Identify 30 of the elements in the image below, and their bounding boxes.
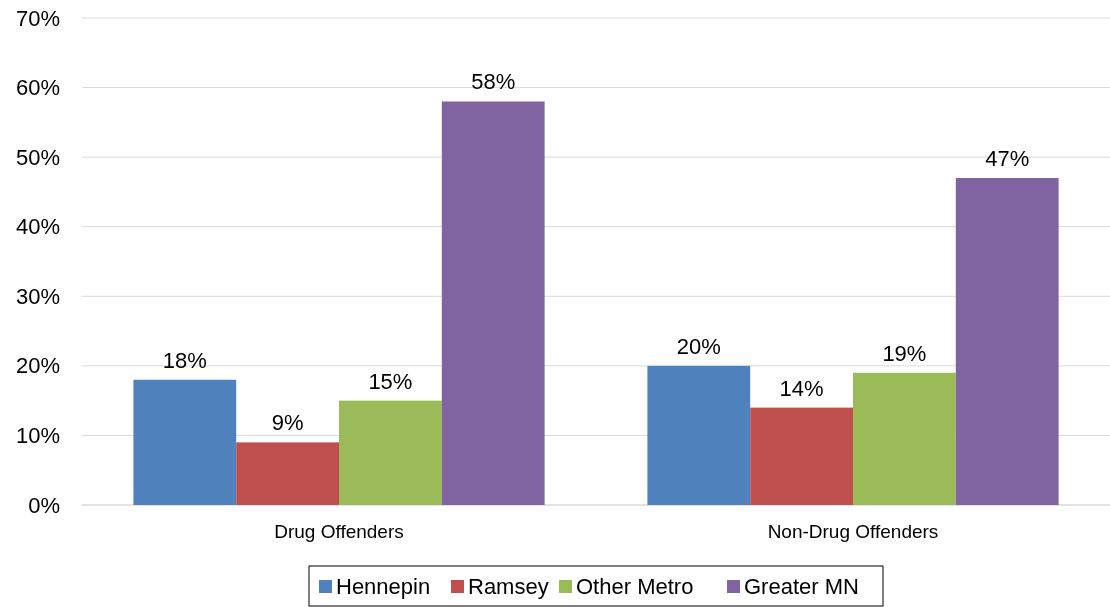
data-label: 15% (368, 368, 413, 394)
y-tick-label: 40% (15, 214, 60, 240)
legend-label: Ramsey (468, 574, 549, 599)
bar (441, 101, 545, 505)
data-label: 20% (676, 333, 721, 359)
bar (133, 379, 237, 505)
bar (750, 407, 853, 505)
x-tick-label: Drug Offenders (274, 521, 404, 543)
bar (955, 178, 1059, 505)
data-label: 47% (985, 146, 1030, 172)
bar (647, 365, 751, 505)
y-tick-label: 70% (15, 5, 60, 31)
data-label: 58% (471, 69, 516, 95)
y-tick-label: 60% (15, 75, 60, 101)
data-label: 9% (271, 410, 304, 436)
legend-label: Other Metro (576, 574, 694, 599)
legend-label: Hennepin (336, 574, 431, 599)
y-tick-label: 30% (15, 283, 60, 309)
x-tick-label: Non-Drug Offenders (767, 521, 939, 543)
y-tick-label: 20% (15, 353, 60, 379)
y-tick-label: 10% (15, 422, 60, 448)
data-label: 14% (779, 375, 824, 401)
y-tick-label: 50% (15, 144, 60, 170)
bar (339, 400, 442, 505)
legend-label: Greater MN (744, 574, 859, 599)
bar (236, 442, 339, 505)
bar (853, 372, 956, 505)
data-label: 18% (162, 347, 207, 373)
y-tick-label: 0% (28, 492, 60, 518)
data-label: 19% (882, 340, 927, 366)
